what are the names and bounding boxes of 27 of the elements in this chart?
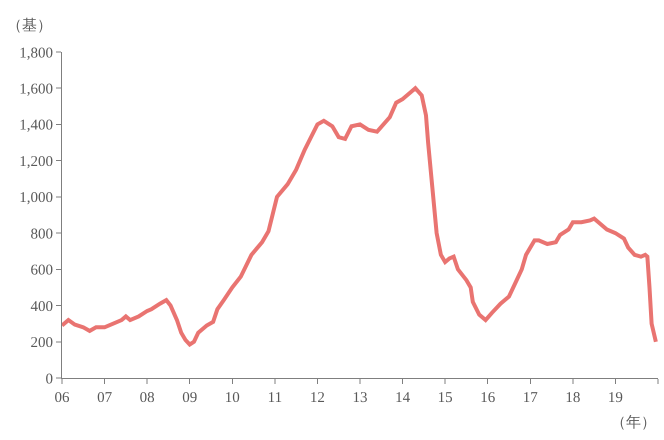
y-tick-label: 200 <box>30 335 53 352</box>
x-tick-label: 13 <box>352 390 368 406</box>
x-tick-label: 12 <box>310 390 325 406</box>
x-tick-label: 14 <box>395 390 411 406</box>
y-axis-title: （基） <box>7 17 52 34</box>
x-tick-label: 15 <box>438 390 453 406</box>
x-tick-label: 18 <box>565 390 580 406</box>
y-tick-label: 800 <box>30 226 53 242</box>
x-tick-label: 11 <box>268 390 282 406</box>
x-tick-label: 07 <box>97 390 113 406</box>
y-tick-label: 1,200 <box>19 154 53 170</box>
x-tick-label: 19 <box>608 390 623 406</box>
x-tick-label: 09 <box>182 390 198 406</box>
x-tick-label: 10 <box>224 390 240 406</box>
y-tick-label: 600 <box>30 262 53 279</box>
y-tick-label: 1,600 <box>19 81 53 98</box>
x-axis-title: （年） <box>611 414 656 431</box>
y-tick-label: 1,400 <box>19 118 53 134</box>
y-tick-label: 1,800 <box>19 45 53 62</box>
line-series <box>62 86 658 346</box>
y-tick-label: 0 <box>46 371 53 388</box>
x-tick-label: 17 <box>522 390 538 406</box>
x-tick-label: 08 <box>140 390 155 406</box>
y-tick-label: 400 <box>30 298 53 315</box>
y-tick-label: 1,000 <box>19 190 53 206</box>
x-tick-label: 16 <box>480 390 496 406</box>
x-tick-label: 06 <box>54 390 70 406</box>
